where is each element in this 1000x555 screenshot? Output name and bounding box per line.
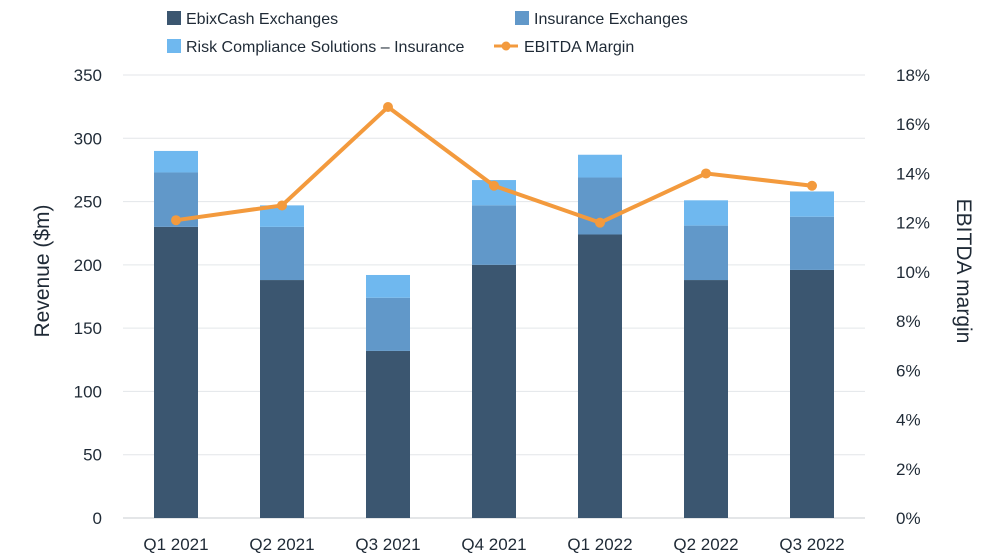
bars: [154, 150, 834, 519]
bar-segment: [790, 191, 834, 217]
bar-segment: [684, 225, 728, 281]
legend-label: EBITDA Margin: [524, 39, 634, 56]
bar-segment: [684, 280, 728, 518]
y-axis-title: Revenue ($m): [31, 204, 54, 337]
y-tick-label: 200: [74, 256, 102, 275]
x-tick-label: Q4 2021: [461, 535, 526, 554]
bar-segment: [260, 226, 304, 281]
legend-marker: [501, 41, 511, 51]
y-tick-label: 150: [74, 319, 102, 338]
y2-tick-label: 6%: [896, 361, 921, 380]
x-axis-ticks: Q1 2021 Q2 2021 Q3 2021 Q4 2021 Q1 2022 Q2 20…: [143, 535, 844, 554]
ebitda-point: [383, 101, 393, 112]
legend-label: Risk Compliance Solutions – Insurance: [186, 39, 464, 56]
bar-segment: [154, 226, 198, 518]
x-tick-label: Q1 2021: [143, 535, 208, 554]
y2-tick-label: 18%: [896, 66, 930, 85]
bar-segment: [260, 205, 304, 227]
y-tick-label: 350: [74, 66, 102, 85]
ebitda-point: [595, 217, 605, 228]
bar-segment: [366, 274, 410, 298]
x-tick-label: Q1 2022: [567, 535, 632, 554]
y2-axis-title: EBITDA margin: [952, 199, 975, 344]
y2-tick-label: 10%: [896, 263, 930, 282]
y2-axis-ticks: 0% 2% 4% 6% 8% 10% 12% 14% 16% 18%: [896, 66, 930, 528]
ebitda-line: [171, 101, 817, 228]
bar-segment: [578, 234, 622, 519]
legend-label: Insurance Exchanges: [534, 11, 688, 28]
ebitda-point: [807, 180, 817, 191]
y-tick-label: 0: [93, 509, 102, 528]
bar-segment: [790, 216, 834, 270]
y-tick-label: 50: [83, 446, 102, 465]
y2-tick-label: 12%: [896, 214, 930, 233]
bar-segment: [684, 200, 728, 226]
y2-tick-label: 8%: [896, 312, 921, 331]
y2-tick-label: 2%: [896, 460, 921, 479]
y-tick-label: 300: [74, 129, 102, 148]
legend-marker: [515, 11, 529, 25]
legend: EbixCash Exchanges Insurance Exchanges Ris…: [167, 11, 688, 56]
y2-tick-label: 16%: [896, 115, 930, 134]
ebitda-point: [489, 180, 499, 191]
y2-tick-label: 4%: [896, 411, 921, 430]
bar-segment: [154, 150, 198, 173]
bar-segment: [366, 297, 410, 351]
x-tick-label: Q3 2022: [779, 535, 844, 554]
ebitda-point: [171, 215, 181, 226]
bar-segment: [260, 280, 304, 518]
bar-segment: [366, 350, 410, 518]
x-tick-label: Q3 2021: [355, 535, 420, 554]
y2-tick-label: 0%: [896, 509, 921, 528]
bar-segment: [578, 154, 622, 178]
y-axis-ticks: 0 50 100 150 200 250 300 350: [74, 66, 102, 528]
ebitda-point: [701, 168, 711, 179]
y-tick-label: 250: [74, 193, 102, 212]
bar-segment: [790, 269, 834, 518]
ebitda-point: [277, 200, 287, 211]
x-tick-label: Q2 2021: [249, 535, 314, 554]
legend-label: EbixCash Exchanges: [186, 11, 338, 28]
legend-marker: [167, 11, 181, 25]
legend-marker: [167, 39, 181, 53]
y-tick-label: 100: [74, 382, 102, 401]
x-tick-label: Q2 2022: [673, 535, 738, 554]
y2-tick-label: 14%: [896, 164, 930, 183]
bar-segment: [472, 205, 516, 265]
bar-segment: [472, 264, 516, 518]
